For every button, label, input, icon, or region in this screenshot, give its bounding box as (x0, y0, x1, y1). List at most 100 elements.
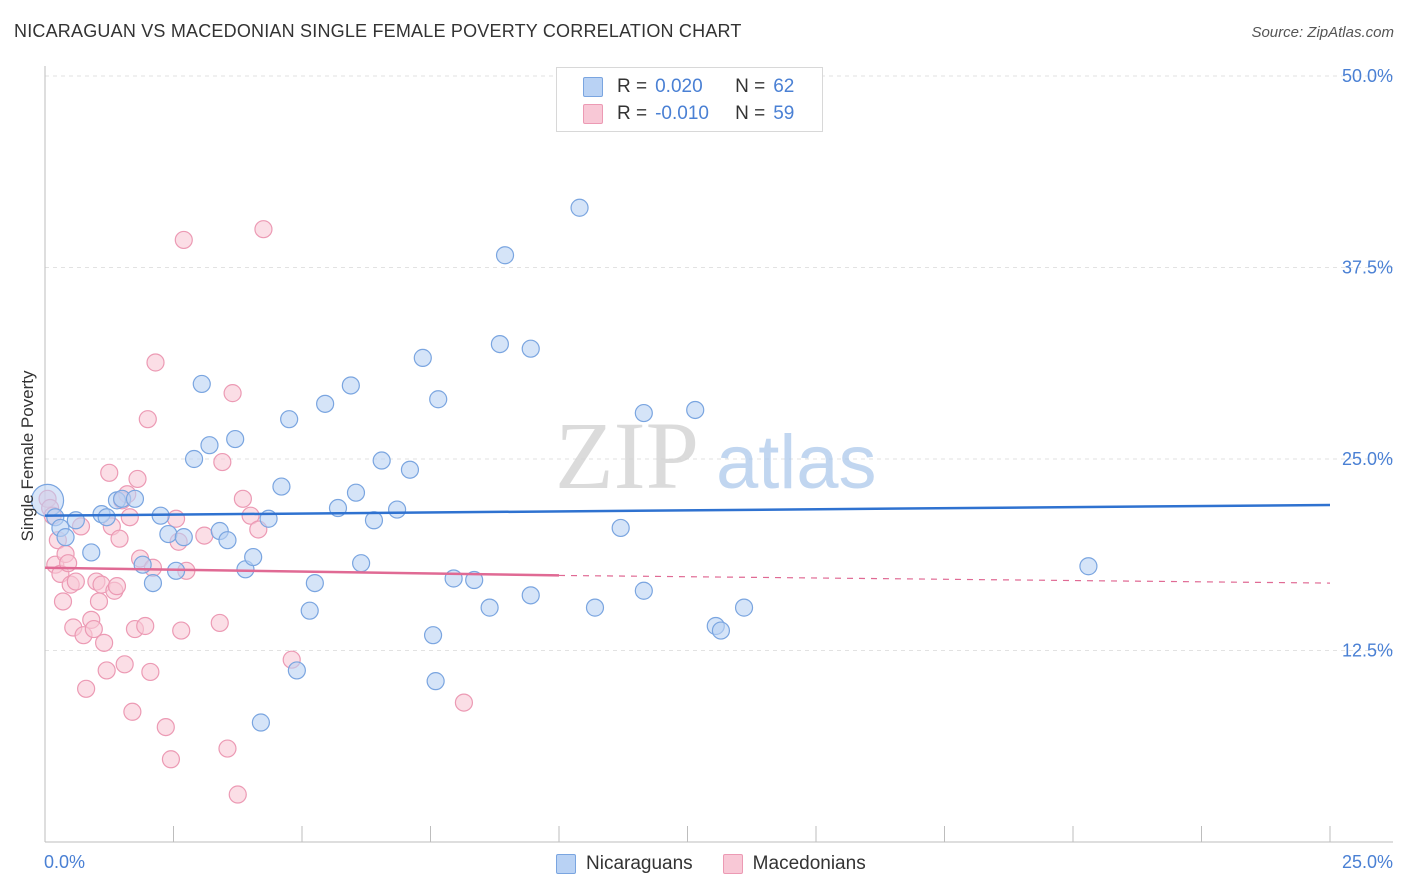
series-legend: Nicaraguans Macedonians (556, 852, 896, 876)
macedonian-point (166, 509, 186, 528)
legend-label: Macedonians (752, 853, 866, 874)
macedonian-point (95, 633, 114, 652)
watermark-atlas: atlas (716, 420, 877, 505)
nicaraguan-point (423, 626, 443, 645)
macedonian-point (454, 693, 474, 712)
macedonians-trend-line (44, 566, 560, 577)
macedonian-point (174, 230, 193, 250)
y-tick-label-3: 50.0% (1342, 66, 1393, 86)
macedonian-point (156, 717, 175, 737)
legend-label: Nicaraguans (586, 853, 693, 874)
macedonian-point (120, 508, 139, 527)
macedonian-point (146, 353, 165, 372)
nicaraguan-point (734, 598, 754, 617)
nicaraguan-point (287, 661, 306, 680)
nicaraguan-point (634, 403, 653, 423)
macedonians-swatch (583, 104, 603, 124)
nicaraguan-point (1079, 557, 1098, 576)
legend-item-macedonians[interactable]: Macedonians (722, 853, 866, 875)
macedonian-point (228, 785, 247, 804)
macedonian-point (66, 572, 85, 591)
nicaraguan-point (244, 547, 263, 567)
nicaraguans-trend-line (44, 503, 1331, 517)
r-value: 0.020 (655, 76, 703, 97)
nicaraguan-point (200, 436, 219, 455)
macedonian-point (84, 619, 103, 639)
nicaraguan-point (686, 400, 705, 420)
y-tick-label-0: 12.5% (1342, 641, 1393, 661)
nicaraguan-point (346, 483, 366, 502)
nicaraguan-point (711, 621, 731, 640)
n-label: N = (735, 76, 766, 97)
x-tick-label-max: 25.0% (1341, 852, 1393, 872)
nicaraguan-point (300, 601, 319, 620)
macedonian-point (123, 702, 142, 721)
nicaraguan-point (133, 555, 152, 574)
nicaraguan-point (570, 198, 589, 217)
macedonian-point (100, 463, 119, 482)
macedonian-point (195, 526, 214, 545)
axis-layer (44, 66, 1393, 843)
y-tick-label-2: 37.5% (1342, 258, 1393, 278)
nicaraguan-point (226, 429, 245, 449)
macedonian-point (213, 452, 232, 472)
nicaraguan-point (352, 554, 371, 573)
nicaraguan-point (56, 528, 75, 547)
nicaraguan-point (387, 500, 407, 519)
nicaraguan-point (372, 451, 391, 470)
nicaraguans-swatch (583, 77, 603, 97)
n-value: 59 (773, 103, 795, 124)
nicaraguan-point (280, 410, 299, 429)
nicaraguan-point (174, 528, 193, 547)
watermark-zip: ZIP (555, 402, 699, 509)
macedonian-point (77, 679, 96, 698)
macedonian-point (136, 616, 155, 636)
legend-row-macedonians: R = -0.010 N = 59 (583, 102, 794, 126)
macedonian-point (254, 220, 273, 239)
n-label: N = (735, 103, 766, 124)
macedonian-point (172, 621, 191, 640)
nicaraguan-point (184, 449, 204, 469)
nicaraguan-point (400, 460, 420, 479)
macedonian-point (107, 577, 127, 596)
macedonian-point (128, 469, 147, 489)
macedonian-point (138, 410, 157, 429)
y-axis-label: Single Female Poverty (18, 370, 37, 542)
macedonian-point (210, 613, 229, 633)
x-tick-label-min: 0.0% (44, 852, 86, 872)
macedonian-point (233, 489, 252, 508)
nicaraguan-point (192, 374, 211, 394)
grid-layer (45, 75, 1393, 651)
nicaraguan-point (465, 570, 484, 590)
nicaraguan-point (426, 672, 445, 691)
nicaraguan-point (490, 335, 509, 354)
chart-title: NICARAGUAN VS MACEDONIAN SINGLE FEMALE P… (14, 21, 742, 41)
nicaraguan-point (585, 598, 605, 617)
macedonian-point (89, 592, 109, 611)
nicaraguans-points (30, 198, 1098, 732)
r-label: R = (617, 76, 648, 97)
y-tick-label-1: 25.0% (1342, 449, 1393, 469)
nicaraguan-point (97, 508, 116, 527)
nicaraguan-point (82, 543, 101, 562)
r-value: -0.010 (655, 103, 709, 124)
macedonian-point (161, 750, 181, 769)
nicaraguan-point (611, 518, 630, 538)
nicaraguan-point (341, 376, 360, 395)
nicaraguan-point (251, 713, 270, 732)
macedonian-point (115, 655, 134, 674)
macedonians-swatch (722, 854, 743, 874)
macedonians-trend-extension (558, 574, 1331, 584)
nicaraguan-point (159, 524, 178, 544)
nicaraguan-point (364, 511, 384, 530)
nicaraguan-point (143, 573, 163, 593)
legend-item-nicaraguans[interactable]: Nicaraguans (556, 853, 693, 875)
nicaraguan-point (521, 586, 540, 605)
macedonian-point (223, 384, 242, 403)
macedonian-point (218, 739, 237, 758)
nicaraguan-point (272, 477, 291, 496)
nicaraguan-point (305, 573, 324, 593)
nicaraguan-point (480, 598, 499, 617)
macedonian-point (53, 592, 73, 611)
